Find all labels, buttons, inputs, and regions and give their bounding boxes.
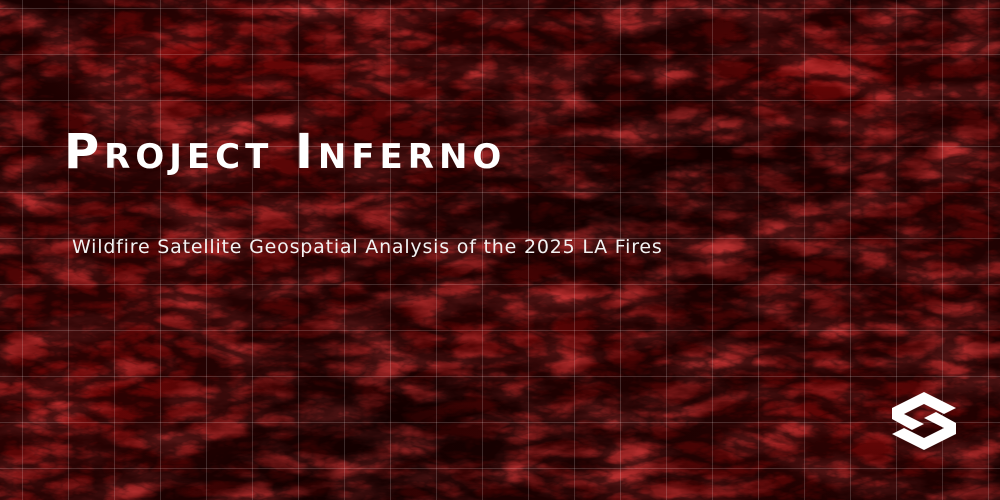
page-subtitle: Wildfire Satellite Geospatial Analysis o…	[72, 236, 663, 258]
page-title: Project Inferno	[64, 124, 507, 180]
s-hexagon-logo-icon	[892, 392, 956, 450]
